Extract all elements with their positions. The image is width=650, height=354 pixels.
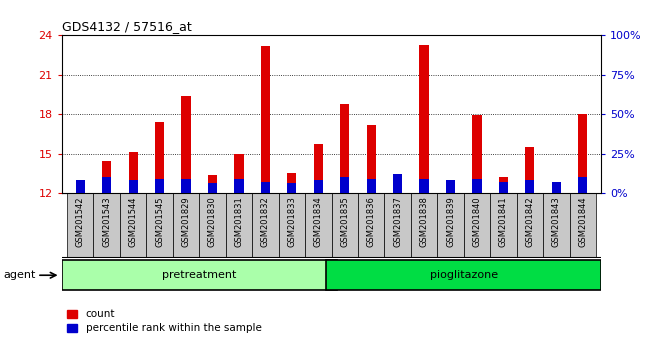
- Bar: [314, 180, 323, 193]
- Bar: [578, 114, 588, 193]
- FancyBboxPatch shape: [226, 193, 252, 258]
- Bar: [525, 147, 534, 193]
- Bar: [181, 179, 190, 193]
- FancyBboxPatch shape: [332, 193, 358, 258]
- Bar: [419, 179, 429, 193]
- Bar: [155, 179, 164, 193]
- Bar: [102, 177, 111, 193]
- Bar: [552, 186, 561, 193]
- Bar: [75, 180, 85, 193]
- FancyBboxPatch shape: [146, 193, 173, 258]
- Bar: [473, 115, 482, 193]
- Text: GSM201835: GSM201835: [340, 196, 349, 247]
- Text: GSM201844: GSM201844: [578, 196, 587, 247]
- Text: agent: agent: [3, 270, 36, 280]
- Text: GSM201831: GSM201831: [235, 196, 244, 247]
- Bar: [499, 177, 508, 193]
- Text: GSM201544: GSM201544: [129, 196, 138, 247]
- Bar: [129, 152, 138, 193]
- FancyBboxPatch shape: [94, 193, 120, 258]
- Bar: [393, 174, 402, 193]
- Text: GSM201838: GSM201838: [419, 196, 428, 247]
- Bar: [155, 122, 164, 193]
- Bar: [446, 180, 455, 193]
- Text: GDS4132 / 57516_at: GDS4132 / 57516_at: [62, 20, 192, 33]
- FancyBboxPatch shape: [173, 193, 200, 258]
- Text: GSM201832: GSM201832: [261, 196, 270, 247]
- Text: GSM201842: GSM201842: [525, 196, 534, 247]
- Bar: [446, 180, 455, 193]
- Bar: [525, 180, 534, 193]
- Text: GSM201836: GSM201836: [367, 196, 376, 247]
- Text: GSM201545: GSM201545: [155, 196, 164, 247]
- Bar: [552, 182, 561, 193]
- Text: GSM201834: GSM201834: [314, 196, 323, 247]
- Bar: [234, 179, 244, 193]
- Bar: [340, 177, 349, 193]
- Bar: [129, 180, 138, 193]
- Bar: [181, 96, 190, 193]
- FancyBboxPatch shape: [490, 193, 517, 258]
- Legend: count, percentile rank within the sample: count, percentile rank within the sample: [67, 309, 261, 333]
- FancyBboxPatch shape: [326, 260, 601, 290]
- Text: GSM201839: GSM201839: [446, 196, 455, 247]
- Text: GSM201843: GSM201843: [552, 196, 561, 247]
- Bar: [499, 182, 508, 193]
- Bar: [367, 179, 376, 193]
- FancyBboxPatch shape: [62, 260, 337, 290]
- FancyBboxPatch shape: [67, 193, 94, 258]
- Text: pioglitazone: pioglitazone: [430, 269, 498, 280]
- Bar: [261, 46, 270, 193]
- Bar: [234, 154, 244, 193]
- Bar: [208, 175, 217, 193]
- Bar: [208, 183, 217, 193]
- Text: GSM201543: GSM201543: [102, 196, 111, 247]
- Bar: [102, 161, 111, 193]
- Text: GSM201542: GSM201542: [76, 196, 85, 247]
- Bar: [473, 179, 482, 193]
- Text: GSM201830: GSM201830: [208, 196, 217, 247]
- Text: GSM201840: GSM201840: [473, 196, 482, 247]
- FancyBboxPatch shape: [411, 193, 437, 258]
- FancyBboxPatch shape: [305, 193, 332, 258]
- Text: GSM201833: GSM201833: [287, 196, 296, 247]
- Bar: [340, 104, 349, 193]
- FancyBboxPatch shape: [384, 193, 411, 258]
- Bar: [367, 125, 376, 193]
- Bar: [419, 45, 429, 193]
- FancyBboxPatch shape: [517, 193, 543, 258]
- Bar: [287, 173, 296, 193]
- Bar: [287, 183, 296, 193]
- FancyBboxPatch shape: [200, 193, 226, 258]
- Text: GSM201829: GSM201829: [181, 196, 190, 247]
- Bar: [578, 177, 588, 193]
- FancyBboxPatch shape: [437, 193, 463, 258]
- FancyBboxPatch shape: [543, 193, 569, 258]
- Text: GSM201841: GSM201841: [499, 196, 508, 247]
- FancyBboxPatch shape: [463, 193, 490, 258]
- Bar: [314, 144, 323, 193]
- FancyBboxPatch shape: [120, 193, 146, 258]
- Text: pretreatment: pretreatment: [162, 269, 237, 280]
- FancyBboxPatch shape: [569, 193, 596, 258]
- FancyBboxPatch shape: [279, 193, 305, 258]
- FancyBboxPatch shape: [358, 193, 384, 258]
- Text: GSM201837: GSM201837: [393, 196, 402, 247]
- Bar: [75, 180, 85, 193]
- Bar: [393, 190, 402, 193]
- Bar: [261, 182, 270, 193]
- FancyBboxPatch shape: [252, 193, 279, 258]
